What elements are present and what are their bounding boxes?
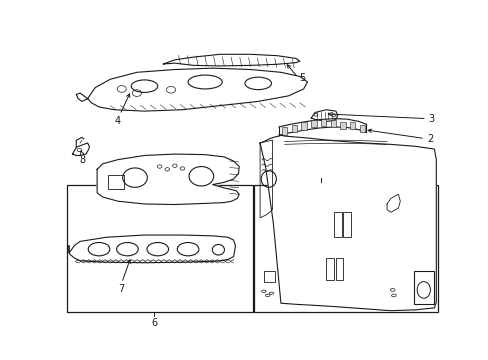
Bar <box>359 125 365 132</box>
Text: 8: 8 <box>79 155 85 165</box>
Bar <box>343 212 350 237</box>
Bar <box>254 185 437 312</box>
Bar <box>335 258 343 280</box>
Bar <box>301 122 306 130</box>
Text: 2: 2 <box>426 134 432 144</box>
Polygon shape <box>260 135 435 311</box>
Text: 6: 6 <box>151 318 157 328</box>
Text: 3: 3 <box>427 114 433 124</box>
Text: 5: 5 <box>299 73 305 83</box>
Bar <box>291 125 297 132</box>
Bar <box>310 120 316 127</box>
Polygon shape <box>163 54 299 66</box>
Bar <box>320 119 325 126</box>
Polygon shape <box>311 110 337 121</box>
Polygon shape <box>87 68 307 111</box>
Bar <box>264 270 275 282</box>
Text: 4: 4 <box>114 116 120 126</box>
Bar <box>349 122 355 129</box>
Bar <box>67 185 252 312</box>
Polygon shape <box>97 154 239 204</box>
Bar <box>340 122 345 129</box>
Polygon shape <box>69 235 235 263</box>
Bar <box>413 271 433 304</box>
Bar <box>326 258 333 280</box>
Bar <box>330 120 335 127</box>
Bar <box>108 175 123 189</box>
Polygon shape <box>72 143 89 156</box>
Text: 7: 7 <box>118 284 124 294</box>
Text: 1: 1 <box>317 166 323 176</box>
Bar <box>333 212 341 237</box>
Bar <box>282 127 287 135</box>
